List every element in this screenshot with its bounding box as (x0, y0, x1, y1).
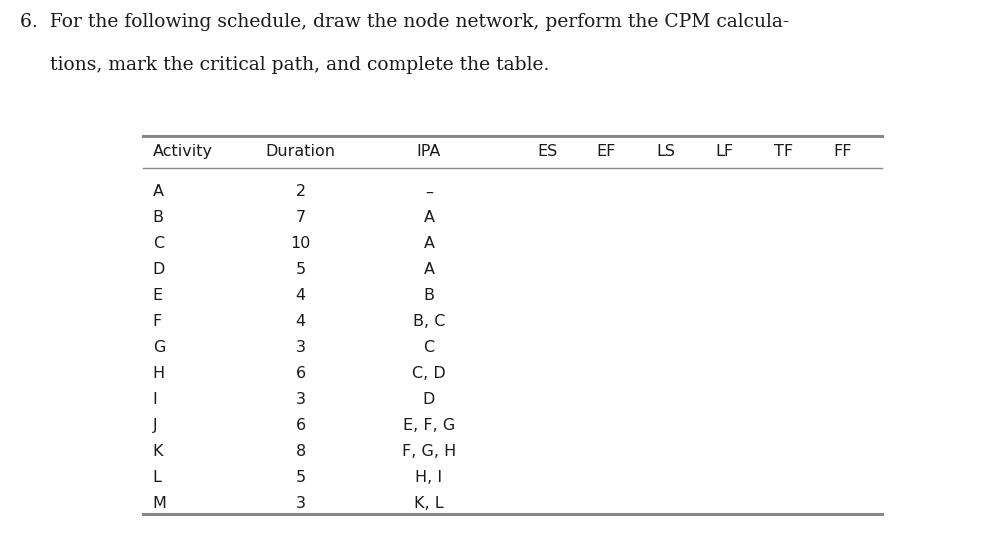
Text: A: A (423, 211, 435, 225)
Text: 8: 8 (296, 444, 306, 459)
Text: A: A (423, 262, 435, 277)
Text: tions, mark the critical path, and complete the table.: tions, mark the critical path, and compl… (20, 56, 549, 74)
Text: LS: LS (656, 144, 675, 159)
Text: B: B (423, 288, 435, 303)
Text: B, C: B, C (413, 314, 445, 329)
Text: E, F, G: E, F, G (403, 418, 455, 433)
Text: IPA: IPA (417, 144, 441, 159)
Text: A: A (153, 184, 164, 199)
Text: K, L: K, L (414, 496, 444, 511)
Text: I: I (153, 392, 158, 407)
Text: G: G (153, 340, 166, 356)
Text: 2: 2 (296, 184, 306, 199)
Text: 5: 5 (296, 262, 306, 277)
Text: H: H (153, 366, 165, 381)
Text: 3: 3 (296, 392, 306, 407)
Text: 10: 10 (291, 236, 311, 252)
Text: F: F (153, 314, 162, 329)
Text: C, D: C, D (412, 366, 446, 381)
Text: 3: 3 (296, 340, 306, 356)
Text: K: K (153, 444, 164, 459)
Text: D: D (153, 262, 166, 277)
Text: 7: 7 (296, 211, 306, 225)
Text: 4: 4 (296, 314, 306, 329)
Text: D: D (423, 392, 435, 407)
Text: 5: 5 (296, 470, 306, 485)
Text: LF: LF (716, 144, 734, 159)
Text: 3: 3 (296, 496, 306, 511)
Text: 6: 6 (296, 366, 306, 381)
Text: ES: ES (537, 144, 557, 159)
Text: –: – (425, 184, 433, 199)
Text: B: B (153, 211, 164, 225)
Text: Activity: Activity (153, 144, 213, 159)
Text: A: A (423, 236, 435, 252)
Text: 6: 6 (296, 418, 306, 433)
Text: Duration: Duration (266, 144, 335, 159)
Text: 4: 4 (296, 288, 306, 303)
Text: J: J (153, 418, 158, 433)
Text: E: E (153, 288, 163, 303)
Text: M: M (153, 496, 167, 511)
Text: EF: EF (597, 144, 616, 159)
Text: 6.  For the following schedule, draw the node network, perform the CPM calcula-: 6. For the following schedule, draw the … (20, 13, 789, 31)
Text: L: L (153, 470, 162, 485)
Text: H, I: H, I (415, 470, 443, 485)
Text: C: C (423, 340, 435, 356)
Text: F, G, H: F, G, H (401, 444, 457, 459)
Text: C: C (153, 236, 164, 252)
Text: TF: TF (774, 144, 794, 159)
Text: FF: FF (834, 144, 852, 159)
